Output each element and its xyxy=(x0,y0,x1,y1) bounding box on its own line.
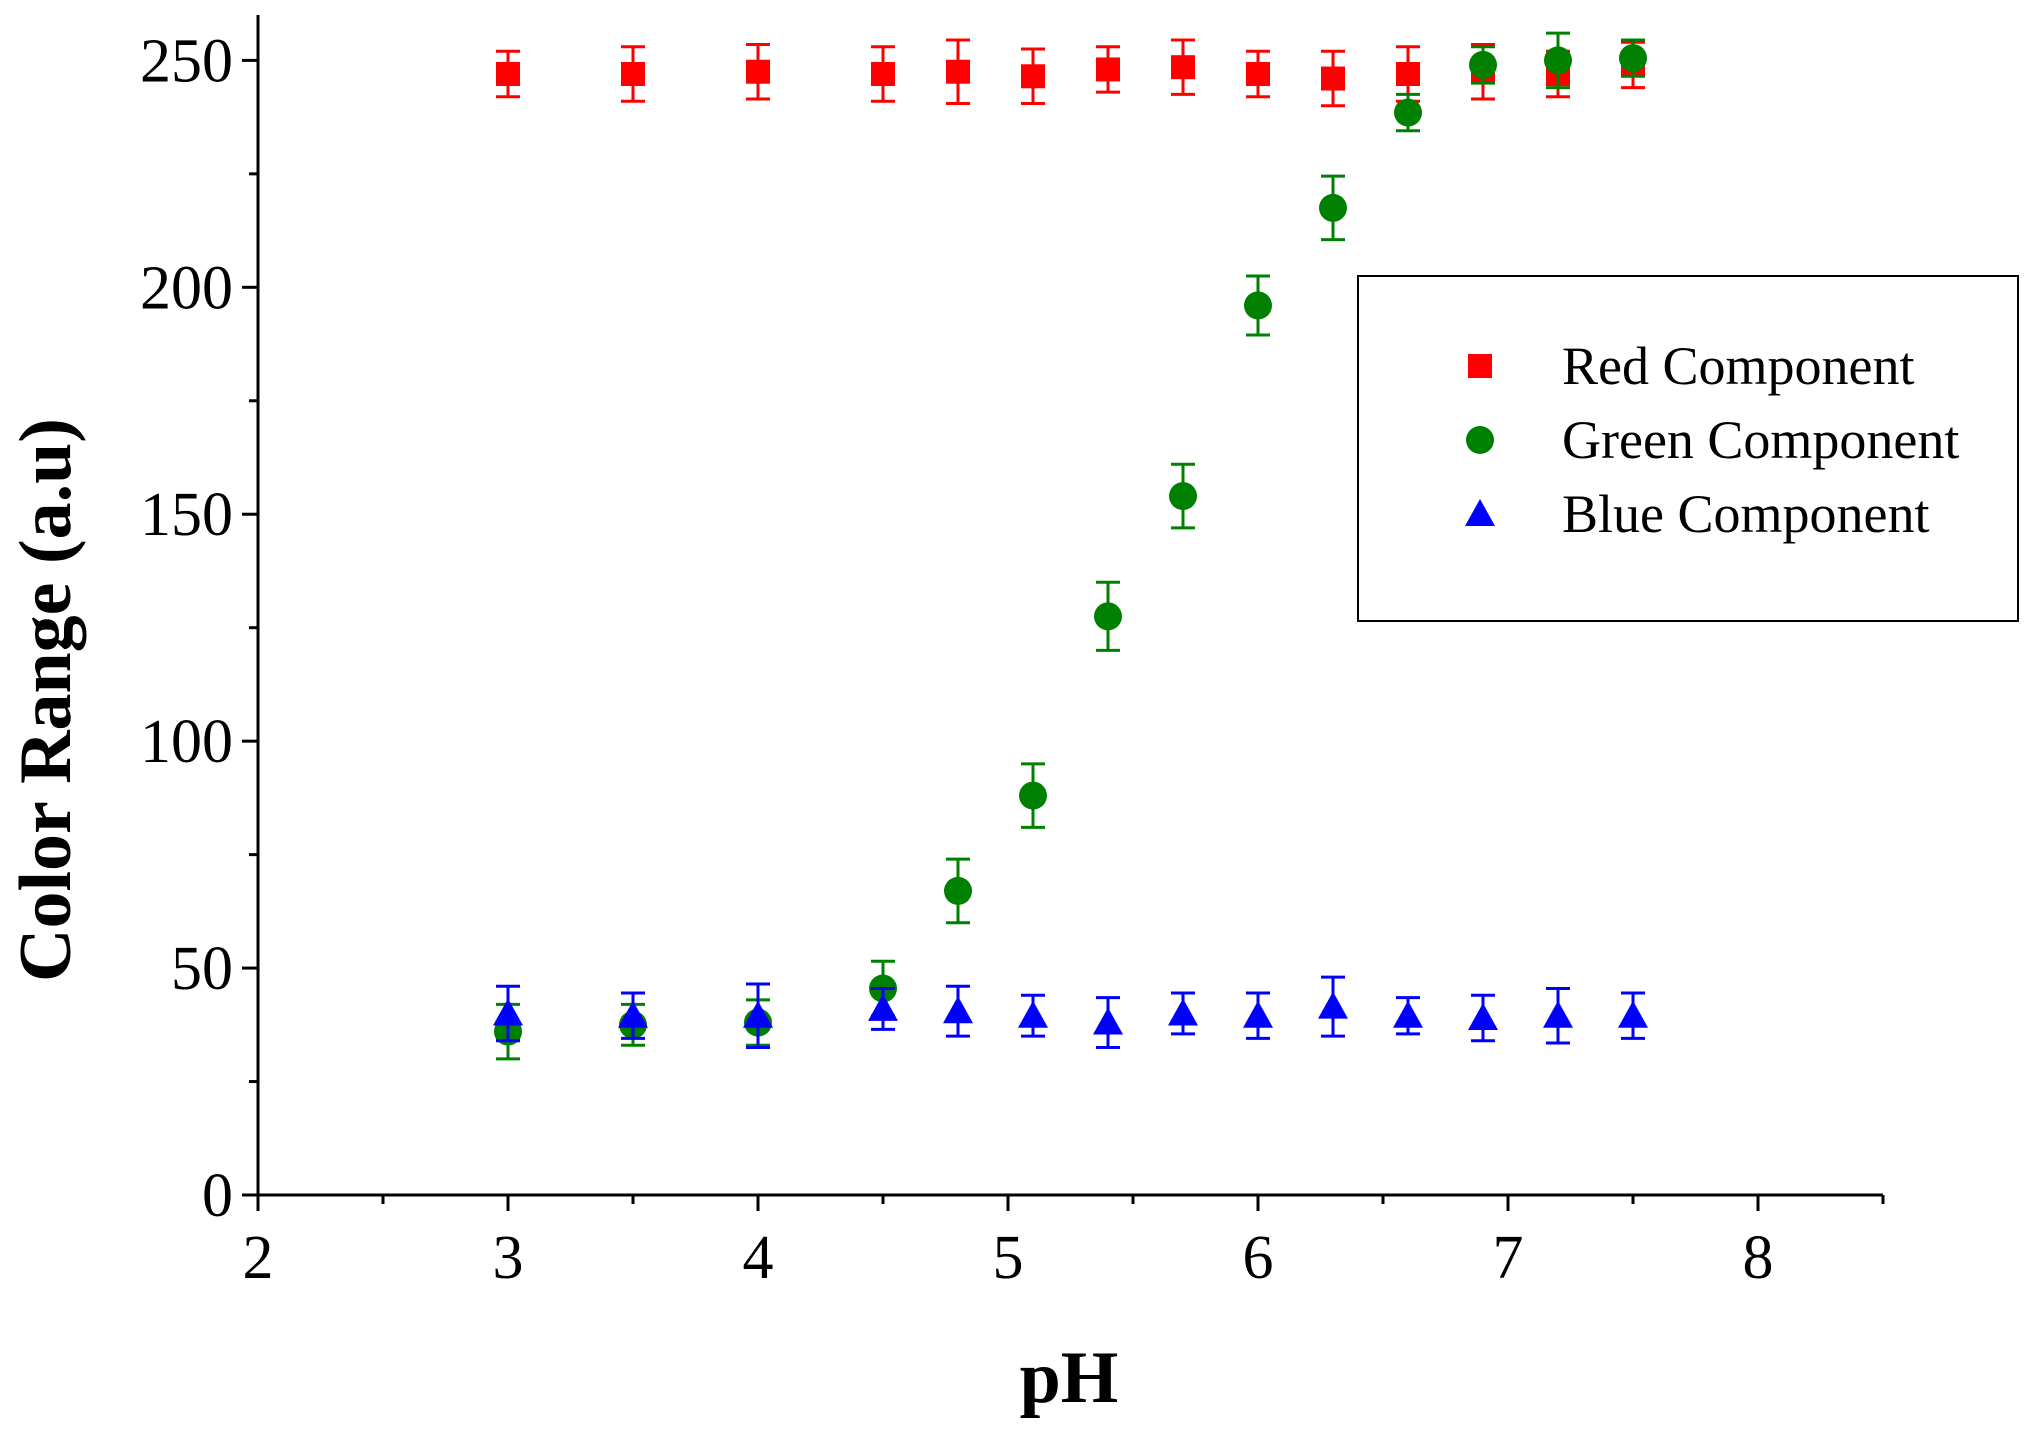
blue-data-point xyxy=(1243,1000,1273,1028)
y-tick-label: 100 xyxy=(140,708,233,776)
green-data-point xyxy=(1244,291,1272,320)
legend-label-blue: Blue Component xyxy=(1562,484,1929,544)
red-data-point xyxy=(621,62,645,86)
legend-marker-blue xyxy=(1465,499,1495,526)
y-tick-label: 150 xyxy=(140,481,233,549)
red-data-point xyxy=(1096,57,1120,82)
x-tick-label: 6 xyxy=(1243,1224,1274,1292)
y-tick-label: 50 xyxy=(171,935,233,1003)
x-tick-label: 3 xyxy=(493,1224,524,1292)
green-data-point xyxy=(1094,602,1122,631)
blue-data-point xyxy=(943,996,973,1024)
blue-data-point xyxy=(1168,998,1198,1026)
green-data-point xyxy=(1319,193,1347,222)
legend-item-green: Green Component xyxy=(1466,410,1959,470)
red-data-point xyxy=(1321,66,1345,91)
blue-data-point xyxy=(1618,1000,1648,1028)
x-tick-label: 2 xyxy=(243,1224,274,1292)
green-data-point xyxy=(944,876,972,905)
legend-label-green: Green Component xyxy=(1562,410,1959,470)
green-data-point xyxy=(1544,46,1572,75)
green-data-point xyxy=(1469,50,1497,79)
green-data-point xyxy=(1394,98,1422,127)
blue-data-point xyxy=(868,993,898,1021)
legend-item-blue: Blue Component xyxy=(1465,484,1929,544)
x-tick-label: 4 xyxy=(743,1224,774,1292)
x-tick-label: 8 xyxy=(1743,1224,1774,1292)
blue-data-point xyxy=(1393,1000,1423,1028)
legend-marker-green xyxy=(1466,426,1494,454)
x-axis-title: pH xyxy=(1020,1337,1119,1419)
legend-item-red: Red Component xyxy=(1468,336,1914,396)
legend-label-red: Red Component xyxy=(1562,336,1914,396)
x-tick-label: 5 xyxy=(993,1224,1024,1292)
blue-data-point xyxy=(618,1000,648,1028)
green-data-point xyxy=(1019,781,1047,810)
red-data-point xyxy=(1396,62,1420,86)
blue-series xyxy=(493,975,1648,1049)
red-data-point xyxy=(1171,55,1195,80)
y-tick-label: 250 xyxy=(140,27,233,95)
green-series xyxy=(494,31,1647,1061)
blue-data-point xyxy=(1468,1003,1498,1030)
legend-box xyxy=(1357,275,2019,622)
blue-data-point xyxy=(743,1000,773,1028)
blue-data-point xyxy=(1093,1007,1123,1035)
legend-marker-red xyxy=(1468,354,1492,378)
blue-data-point xyxy=(493,998,523,1026)
red-data-point xyxy=(871,62,895,86)
y-tick-label: 200 xyxy=(140,254,233,322)
legend: Red Component Green Component Blue Compone… xyxy=(1357,275,2019,622)
red-data-point xyxy=(496,62,520,86)
red-data-point xyxy=(746,59,770,84)
x-tick-label: 7 xyxy=(1493,1224,1524,1292)
blue-data-point xyxy=(1543,1000,1573,1028)
blue-data-point xyxy=(1018,1000,1048,1028)
blue-data-point xyxy=(1318,991,1348,1019)
red-data-point xyxy=(1021,64,1045,89)
green-data-point xyxy=(1619,44,1647,73)
red-data-point xyxy=(1246,62,1270,86)
red-data-point xyxy=(946,59,970,84)
green-data-point xyxy=(1169,482,1197,511)
plot-area xyxy=(493,31,1648,1061)
axes: 2 3 4 5 6 7 8 0 50 100 150 200 250 xyxy=(140,15,1885,1292)
y-axis-title: Color Range (a.u) xyxy=(5,418,87,982)
y-tick-label: 0 xyxy=(202,1162,233,1230)
